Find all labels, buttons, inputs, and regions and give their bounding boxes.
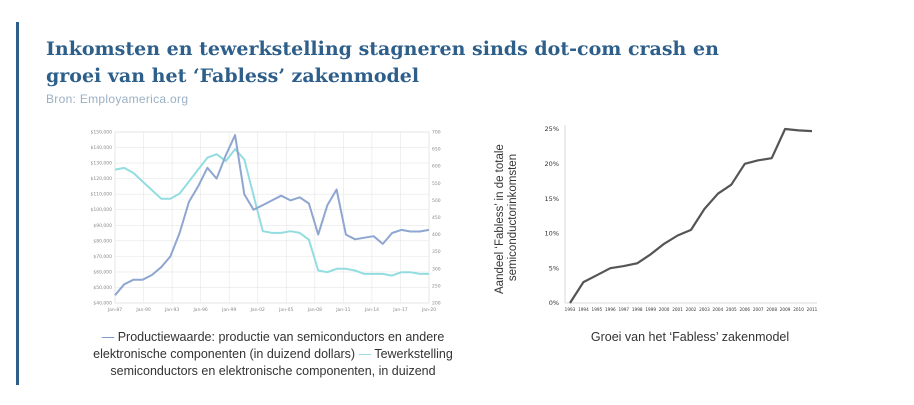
series-line-employment [114, 148, 429, 277]
x-tick-label: 2011 [807, 307, 818, 312]
chart2-ylabel-line1: Aandeel ‘Fabless’ in de totale [494, 144, 506, 294]
y-tick-label: 10% [545, 230, 559, 238]
x-tick-label: 1998 [632, 307, 643, 312]
chart-production-employment: $150,000 $140,000 $130,000 $120,000 $110,000… [91, 130, 441, 314]
x-tick-label: 2006 [739, 307, 750, 312]
x-tick-label: Jan-96 [192, 307, 207, 313]
x-tick-label: 1993 [565, 307, 576, 312]
x-tick-label: 2003 [699, 307, 710, 312]
x-tick-label: 2007 [753, 307, 764, 312]
chart2-ylabel: Aandeel ‘Fabless’ in de totale semicondu… [494, 141, 519, 294]
source-label: Bron: Employamerica.org [46, 92, 189, 106]
y-left-tick-label: $40,000 [93, 301, 112, 307]
x-tick-label: 2009 [780, 307, 791, 312]
y-left-tick-label: $140,000 [91, 145, 113, 151]
x-tick-label: 1994 [578, 307, 589, 312]
chart2-ylabel-text: Aandeel ‘Fabless’ in de totale semicondu… [494, 141, 519, 294]
x-tick-label: 2002 [686, 307, 697, 312]
x-tick-label: Jan-87 [107, 307, 122, 313]
chart1-legend-caption: — Productiewaarde: productie van semicon… [78, 329, 468, 380]
y-left-tick-label: $120,000 [91, 176, 113, 182]
x-tick-label: 2000 [659, 307, 670, 312]
y-tick-label: 25% [545, 125, 559, 133]
x-tick-label: Jan-90 [135, 307, 150, 313]
x-tick-label: 1999 [645, 307, 656, 312]
plot-area-1 [114, 131, 430, 304]
y-right-tick-label: 300 [432, 266, 441, 272]
x-tick-label: Jan-05 [278, 307, 293, 313]
x-tick-label: Jan-20 [421, 307, 436, 313]
y-left-tick-label: $110,000 [91, 192, 113, 198]
chart2-ylabel-line2: semiconductorinkomsten [507, 154, 519, 281]
legend-swatch-employment: — [358, 347, 372, 361]
y-tick-label: 20% [545, 160, 559, 168]
x-tick-label: Jan-99 [221, 307, 236, 313]
y-tick-label: 5% [549, 264, 559, 272]
y-right-tick-label: 400 [432, 232, 441, 238]
y-right-tick-label: 450 [432, 215, 441, 221]
x-tick-label: Jan-11 [335, 307, 350, 313]
y-left-tick-label: $70,000 [93, 254, 112, 260]
y-right-tick-label: 350 [432, 249, 441, 255]
y-left-tick-label: $130,000 [91, 161, 113, 167]
y-right-tick-label: 250 [432, 283, 441, 289]
y-right-tick-label: 600 [432, 164, 441, 170]
y-right-tick-label: 500 [432, 198, 441, 204]
y-left-tick-label: $100,000 [91, 207, 113, 213]
x-tick-label: 2008 [766, 307, 777, 312]
y-right-tick-label: 650 [432, 147, 441, 153]
x-tick-label: 1995 [592, 307, 603, 312]
y-right-tick-label: 200 [432, 301, 441, 307]
x-tick-label: 2004 [713, 307, 724, 312]
x-tick-label: Jan-08 [307, 307, 322, 313]
series-line-production [114, 134, 430, 296]
page-title: Inkomsten en tewerkstelling stagneren si… [46, 38, 719, 87]
x-tick-label: 2001 [672, 307, 683, 312]
x-tick-label: Jan-17 [392, 307, 407, 313]
y-left-tick-label: $150,000 [91, 130, 113, 136]
x-tick-label: 1996 [605, 307, 616, 312]
x-tick-label: Jan-14 [364, 307, 379, 313]
x-tick-label: 1997 [618, 307, 629, 312]
y-left-tick-label: $80,000 [93, 238, 112, 244]
y-right-tick-label: 700 [432, 130, 441, 136]
chart2-xlabel: Groei van het ‘Fabless’ zakenmodel [590, 330, 790, 344]
series-line-fabless [569, 127, 813, 304]
x-tick-label: 2005 [726, 307, 737, 312]
chart-fabless-share: 25%20%15%10%5%0% 1993 1994 1995 1996 1997 199… [545, 125, 818, 312]
x-tick-label: Jan-02 [250, 307, 265, 313]
legend-swatch-production: — [101, 330, 115, 344]
y-tick-label: 15% [545, 195, 559, 203]
y-left-tick-label: $90,000 [93, 223, 112, 229]
y-left-tick-label: $50,000 [93, 285, 112, 291]
x-tick-label: 2010 [793, 307, 804, 312]
y-left-tick-label: $60,000 [93, 269, 112, 275]
y-tick-label: 0% [549, 299, 559, 307]
chart1-legend-text: — Productiewaarde: productie van semicon… [93, 330, 453, 378]
x-tick-label: Jan-93 [164, 307, 179, 313]
y-right-tick-label: 550 [432, 181, 441, 187]
accent-bar [16, 22, 19, 385]
